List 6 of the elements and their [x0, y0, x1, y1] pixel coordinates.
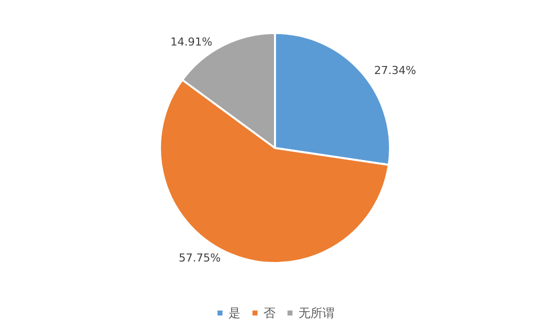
- data-label: 27.34%: [374, 64, 416, 77]
- legend-label: 否: [264, 306, 276, 320]
- legend-label: 无所谓: [298, 306, 334, 320]
- legend-label: 是: [228, 306, 240, 320]
- data-label: 14.91%: [170, 35, 212, 48]
- data-label: 57.75%: [178, 252, 221, 265]
